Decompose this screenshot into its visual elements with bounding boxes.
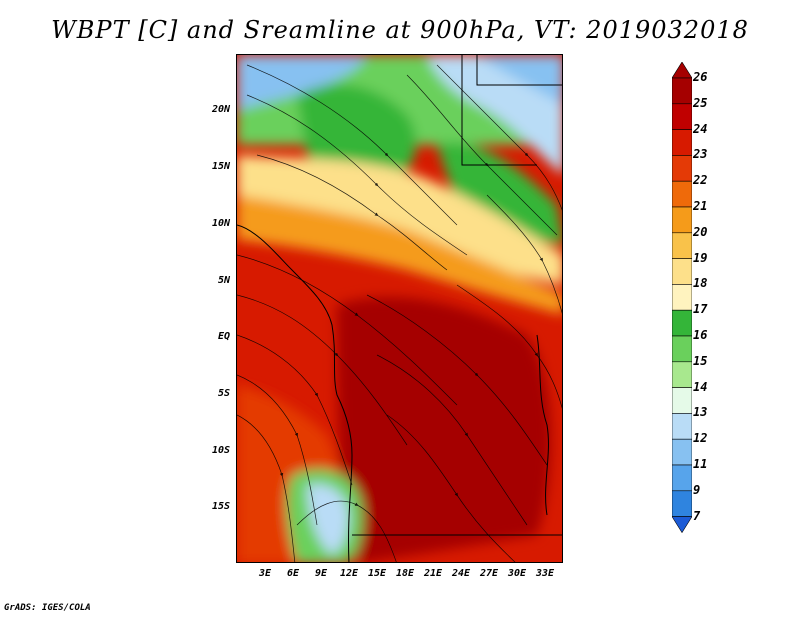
colorbar-bottom-arrow	[672, 516, 692, 534]
colorbar-label: 25	[693, 95, 708, 110]
region-orange-band	[237, 195, 562, 315]
border-northeast	[476, 55, 562, 86]
colorbar-label: 20	[693, 224, 708, 239]
colorbar-segment	[672, 335, 692, 363]
streamline	[237, 414, 296, 562]
colorbar-segment	[672, 413, 692, 440]
colorbar-top-arrow	[672, 62, 692, 79]
region-dark-red-core	[337, 296, 551, 562]
region-blue-northeast-core	[477, 55, 562, 104]
colorbar-label: 16	[693, 328, 708, 342]
streamline	[256, 154, 448, 271]
grads-credit: GrADS: IGES/COLA	[4, 603, 91, 613]
streamline	[246, 94, 468, 256]
colorbar	[672, 62, 692, 534]
colorbar-label: 9	[693, 482, 701, 497]
colorbar-segment	[672, 232, 692, 259]
colorbar-label: 23	[693, 147, 708, 162]
colorbar-label: 21	[693, 199, 708, 213]
lon-label-24e: 24E	[451, 568, 471, 579]
streamline	[386, 414, 516, 562]
lon-label-30e: 30E	[507, 568, 527, 579]
lat-label-5s: 5S	[217, 388, 230, 399]
colorbar-label: 22	[693, 173, 708, 188]
colorbar-segment	[672, 464, 692, 492]
lat-label-eq: EQ	[217, 331, 230, 342]
colorbar-label: 17	[693, 302, 708, 317]
colorbar-segment	[672, 284, 692, 311]
chart-title: WBPT [C] and Sreamline at 900hPa, VT: 20…	[51, 16, 749, 44]
wbpt-field	[237, 55, 562, 562]
streamline	[246, 64, 458, 226]
lat-label-5n: 5N	[217, 275, 230, 286]
colorbar-label: 18	[693, 276, 708, 291]
colorbar-label: 19	[693, 250, 708, 265]
lon-label-12e: 12E	[339, 568, 359, 579]
colorbar-label: 13	[693, 405, 708, 420]
colorbar-label: 7	[693, 508, 701, 523]
lon-label-3e: 3E	[258, 568, 272, 579]
coastlines	[237, 55, 562, 562]
streamline	[237, 254, 458, 406]
streamline	[237, 294, 408, 446]
border-north	[461, 55, 537, 166]
streamlines	[237, 64, 562, 562]
region-blue-northwest	[237, 55, 367, 110]
streamline	[237, 374, 318, 526]
lon-label-6e: 6E	[286, 568, 300, 579]
streamline	[376, 354, 528, 526]
lat-label-15n: 15N	[211, 161, 230, 172]
colorbar-label: 14	[693, 379, 708, 394]
lat-label-15s: 15S	[211, 501, 230, 512]
colorbar-segment	[672, 361, 692, 388]
lon-label-27e: 27E	[479, 568, 499, 579]
colorbar-segment	[672, 490, 692, 517]
colorbar-segment	[672, 180, 692, 208]
colorbar-segment	[672, 309, 692, 337]
streamline	[486, 194, 562, 314]
lon-label-9e: 9E	[314, 568, 328, 579]
colorbar-segment	[672, 103, 692, 130]
lon-label-18e: 18E	[395, 568, 415, 579]
region-green-east	[437, 143, 562, 245]
colorbar-label: 24	[693, 121, 708, 136]
lat-label-10n: 10N	[211, 218, 230, 229]
streamline	[456, 284, 562, 409]
lat-label-10s: 10S	[211, 445, 230, 456]
colorbar-segment	[672, 387, 692, 414]
colorbar-segment	[672, 77, 692, 105]
region-blue-south	[307, 484, 349, 555]
streamline	[406, 74, 558, 236]
streamline	[296, 500, 397, 562]
colorbar-segment	[672, 129, 692, 156]
east-african-lakes	[536, 334, 549, 516]
coastline-west-africa	[237, 224, 353, 562]
lon-label-21e: 21E	[423, 568, 443, 579]
streamline	[436, 64, 562, 211]
streamline	[237, 334, 353, 486]
colorbar-label: 26	[693, 70, 708, 84]
colorbar-segment	[672, 206, 692, 234]
lon-label-33e: 33E	[535, 568, 555, 579]
colorbar-segment	[672, 438, 692, 466]
colorbar-label: 11	[693, 457, 708, 471]
region-yellow-band	[237, 155, 562, 285]
map-panel	[236, 54, 563, 563]
lat-label-20n: 20N	[211, 104, 230, 115]
colorbar-segment	[672, 155, 692, 182]
colorbar-segment	[672, 258, 692, 285]
streamline	[366, 294, 548, 466]
colorbar-label: 15	[693, 353, 708, 368]
lon-label-15e: 15E	[367, 568, 387, 579]
colorbar-label: 12	[693, 431, 708, 446]
